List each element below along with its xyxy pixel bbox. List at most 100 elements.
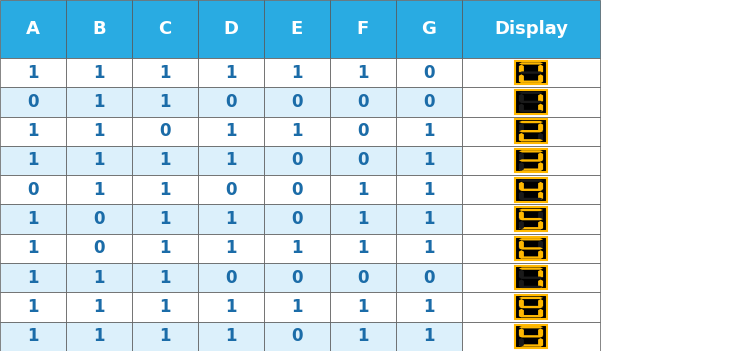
Polygon shape [519, 130, 543, 132]
Text: 1: 1 [291, 298, 303, 316]
Text: 1: 1 [159, 64, 171, 81]
Polygon shape [538, 182, 543, 190]
Text: 1: 1 [27, 122, 39, 140]
Text: 1: 1 [225, 122, 237, 140]
Bar [396, 322, 462, 351]
Bar [264, 175, 330, 204]
Text: 1: 1 [93, 122, 105, 140]
Polygon shape [519, 299, 524, 307]
Bar [396, 292, 462, 322]
Bar [264, 263, 330, 292]
Bar [396, 58, 462, 87]
Bar [0, 322, 66, 351]
Text: 1: 1 [159, 327, 171, 345]
Bar [0, 0, 66, 58]
Bar [515, 178, 547, 201]
Polygon shape [538, 192, 543, 200]
Text: 0: 0 [357, 93, 369, 111]
Polygon shape [519, 150, 543, 153]
Polygon shape [519, 279, 524, 288]
Bar [462, 204, 600, 234]
Text: 1: 1 [93, 93, 105, 111]
Polygon shape [519, 227, 543, 230]
Polygon shape [519, 62, 543, 65]
Bar [330, 204, 396, 234]
Polygon shape [519, 92, 543, 94]
Polygon shape [519, 139, 543, 141]
Text: 1: 1 [225, 239, 237, 257]
Bar [462, 322, 600, 351]
Polygon shape [538, 329, 543, 337]
Polygon shape [519, 74, 524, 83]
Text: 1: 1 [423, 152, 435, 170]
Bar [515, 266, 547, 290]
Polygon shape [538, 211, 543, 220]
Bar [198, 0, 264, 58]
Bar [330, 234, 396, 263]
Bar [132, 0, 198, 58]
Polygon shape [519, 315, 543, 317]
Bar [132, 87, 198, 117]
Polygon shape [538, 279, 543, 288]
Text: 1: 1 [159, 210, 171, 228]
Polygon shape [519, 306, 543, 308]
Polygon shape [519, 250, 524, 259]
Text: Display: Display [494, 20, 568, 38]
Text: 1: 1 [159, 239, 171, 257]
Bar [132, 204, 198, 234]
Polygon shape [538, 153, 543, 161]
Polygon shape [519, 121, 543, 123]
Bar [396, 263, 462, 292]
Polygon shape [519, 104, 524, 112]
Polygon shape [519, 238, 543, 240]
Polygon shape [519, 218, 543, 220]
Bar [66, 263, 132, 292]
Text: 0: 0 [357, 122, 369, 140]
Text: 1: 1 [357, 327, 369, 345]
Text: 0: 0 [423, 64, 435, 81]
Bar [66, 234, 132, 263]
Bar [515, 149, 547, 172]
Bar [0, 175, 66, 204]
Bar [462, 0, 600, 58]
Polygon shape [519, 123, 524, 132]
Polygon shape [519, 110, 543, 112]
Bar [515, 119, 547, 143]
Bar [0, 87, 66, 117]
Text: 1: 1 [423, 327, 435, 345]
Text: 0: 0 [225, 181, 237, 199]
Text: 1: 1 [159, 269, 171, 287]
Polygon shape [519, 326, 543, 329]
Bar [0, 146, 66, 175]
Text: 1: 1 [423, 210, 435, 228]
Text: 1: 1 [93, 298, 105, 316]
Polygon shape [519, 162, 524, 171]
Text: 0: 0 [225, 93, 237, 111]
Text: 1: 1 [423, 181, 435, 199]
Polygon shape [519, 159, 543, 162]
Polygon shape [538, 250, 543, 259]
Text: 1: 1 [423, 298, 435, 316]
Text: 0: 0 [159, 122, 171, 140]
Bar [132, 234, 198, 263]
Bar [330, 175, 396, 204]
Text: 1: 1 [357, 298, 369, 316]
Text: 1: 1 [27, 152, 39, 170]
Polygon shape [519, 247, 543, 250]
Polygon shape [519, 270, 524, 278]
Bar [330, 0, 396, 58]
Bar [264, 87, 330, 117]
Polygon shape [538, 133, 543, 141]
Text: 1: 1 [27, 239, 39, 257]
Text: 1: 1 [27, 64, 39, 81]
Bar [396, 204, 462, 234]
Bar [515, 61, 547, 84]
Bar [462, 292, 600, 322]
Polygon shape [519, 338, 524, 347]
Bar [0, 234, 66, 263]
Text: 0: 0 [291, 269, 303, 287]
Bar [264, 0, 330, 58]
Bar [132, 58, 198, 87]
Bar [132, 117, 198, 146]
Polygon shape [538, 74, 543, 83]
